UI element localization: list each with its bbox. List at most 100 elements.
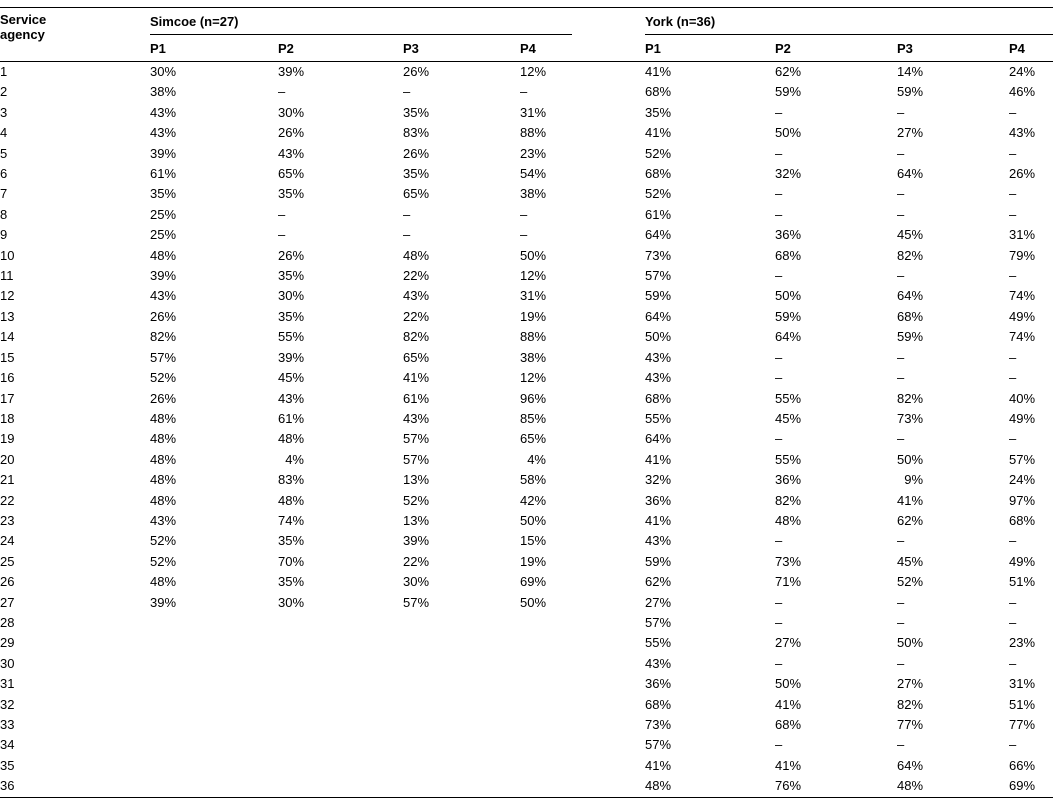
table-row: 5 39% 43% 26% 23% 52% – – – bbox=[0, 144, 1053, 164]
percentage-value: 4% bbox=[285, 451, 304, 467]
percentage-value: 27% bbox=[897, 125, 924, 141]
column-gap bbox=[572, 368, 645, 388]
simcoe-p4-cell: 4% bbox=[520, 450, 572, 470]
york-p3-cell: 82% bbox=[897, 389, 1009, 409]
percentage-value: 26% bbox=[150, 308, 177, 324]
simcoe-p3-cell: 83% bbox=[403, 123, 520, 143]
york-p4-cell: – bbox=[1009, 594, 1017, 610]
percentage-value: 39% bbox=[150, 268, 177, 284]
column-gap bbox=[572, 450, 645, 470]
simcoe-p2-cell: 70% bbox=[278, 552, 403, 572]
york-p4-cell: – bbox=[1009, 370, 1017, 386]
york-p1-cell: 52% bbox=[645, 144, 775, 164]
simcoe-p3-cell bbox=[403, 613, 520, 633]
simcoe-p2-cell: 45% bbox=[278, 368, 403, 388]
york-p2-cell: 36% bbox=[775, 470, 897, 490]
simcoe-p3-cell: – bbox=[403, 206, 411, 222]
york-p3-cell: 27% bbox=[897, 123, 1009, 143]
percentage-value: 57% bbox=[403, 431, 430, 447]
simcoe-p2-cell: 48% bbox=[278, 491, 403, 511]
percentage-value: 45% bbox=[897, 553, 924, 569]
percentage-value: 12% bbox=[520, 268, 547, 284]
simcoe-p4-cell bbox=[520, 613, 572, 633]
simcoe-p1-cell: 43% bbox=[150, 103, 278, 123]
percentage-value: 30% bbox=[403, 574, 430, 590]
table-row: 20 48% 4% 57% 4% 41% 55% 50% 57% bbox=[0, 450, 1053, 470]
column-gap bbox=[572, 735, 645, 755]
york-p3-cell: 77% bbox=[897, 715, 1009, 735]
york-p1-cell: 43% bbox=[645, 368, 775, 388]
simcoe-p2-cell: 26% bbox=[278, 246, 403, 266]
york-p3-cell: 64% bbox=[897, 286, 1009, 306]
column-gap bbox=[572, 164, 645, 184]
percentage-value: 42% bbox=[520, 492, 547, 508]
percentage-value: 48% bbox=[150, 247, 177, 263]
percentage-value: 61% bbox=[150, 166, 177, 182]
table-row: 17 26% 43% 61% 96% 68% 55% 82% 40% bbox=[0, 389, 1053, 409]
simcoe-p1-cell: 39% bbox=[150, 593, 278, 613]
percentage-value: 59% bbox=[645, 288, 672, 304]
percentage-value: 59% bbox=[775, 84, 802, 100]
york-p2-cell: – bbox=[775, 594, 783, 610]
percentage-value: 64% bbox=[897, 166, 924, 182]
york-p3-cell: – bbox=[897, 594, 905, 610]
agency-number-cell: 12 bbox=[0, 288, 15, 304]
percentage-value: 57% bbox=[403, 594, 430, 610]
york-p3-cell: – bbox=[897, 737, 905, 753]
percentage-value: 31% bbox=[520, 104, 547, 120]
percentage-value: 41% bbox=[645, 757, 672, 773]
simcoe-p1-cell: 43% bbox=[150, 511, 278, 531]
york-p1-cell: 35% bbox=[645, 103, 775, 123]
simcoe-p4-cell bbox=[520, 674, 572, 694]
simcoe-p4-cell: 50% bbox=[520, 511, 572, 531]
percentage-value: 64% bbox=[645, 227, 672, 243]
york-p3-cell: 59% bbox=[897, 327, 1009, 347]
table-row: 29 55% 27% 50% 23% bbox=[0, 633, 1053, 653]
percentage-value: 35% bbox=[278, 574, 305, 590]
percentage-value: 62% bbox=[645, 574, 672, 590]
simcoe-p2-cell: 30% bbox=[278, 593, 403, 613]
york-p2-cell: 68% bbox=[775, 715, 897, 735]
simcoe-p2-cell bbox=[278, 715, 403, 735]
york-p3-cell: – bbox=[897, 104, 905, 120]
percentage-value: 61% bbox=[403, 390, 430, 406]
york-p2-cell: 50% bbox=[775, 123, 897, 143]
york-p3-cell: – bbox=[897, 370, 905, 386]
york-p2-cell: – bbox=[775, 614, 783, 630]
percentage-value: 36% bbox=[775, 472, 802, 488]
simcoe-p1-cell bbox=[150, 715, 278, 735]
percentage-value: 52% bbox=[150, 533, 177, 549]
york-p1-cell: 50% bbox=[645, 327, 775, 347]
percentage-value: 76% bbox=[775, 778, 802, 794]
simcoe-p2-cell: 39% bbox=[278, 62, 403, 83]
york-p2-cell: 62% bbox=[775, 62, 897, 83]
table-row: 16 52% 45% 41% 12% 43% – – – bbox=[0, 368, 1053, 388]
table-row: 21 48% 83% 13% 58% 32% 36% 9% 24% bbox=[0, 470, 1053, 490]
simcoe-p1-cell: 26% bbox=[150, 307, 278, 327]
percentage-value: 46% bbox=[1009, 84, 1036, 100]
percentage-value: 26% bbox=[403, 145, 430, 161]
york-p4-cell: – bbox=[1009, 349, 1017, 365]
percentage-value: 45% bbox=[278, 370, 305, 386]
percentage-value: 39% bbox=[403, 533, 430, 549]
simcoe-p1-cell: 25% bbox=[150, 205, 278, 225]
simcoe-p4-cell: 19% bbox=[520, 552, 572, 572]
simcoe-p1-cell: 48% bbox=[150, 409, 278, 429]
simcoe-p2-cell bbox=[278, 735, 403, 755]
simcoe-p1-cell: 48% bbox=[150, 491, 278, 511]
york-p2-cell: – bbox=[775, 533, 783, 549]
table-row: 13 26% 35% 22% 19% 64% 59% 68% 49% bbox=[0, 307, 1053, 327]
column-gap bbox=[572, 184, 645, 204]
percentage-value: 30% bbox=[278, 104, 305, 120]
column-gap bbox=[572, 552, 645, 572]
percentage-value: 43% bbox=[1009, 125, 1036, 141]
york-p1-cell: 41% bbox=[645, 450, 775, 470]
percentage-value: 49% bbox=[1009, 553, 1036, 569]
percentage-value: 12% bbox=[520, 370, 547, 386]
york-p1-cell: 59% bbox=[645, 552, 775, 572]
york-p2-cell: 76% bbox=[775, 776, 897, 797]
percentage-value: 73% bbox=[645, 717, 672, 732]
percentage-value: 64% bbox=[897, 757, 924, 773]
percentage-value: 26% bbox=[278, 125, 305, 141]
agency-number-cell: 36 bbox=[0, 778, 15, 794]
